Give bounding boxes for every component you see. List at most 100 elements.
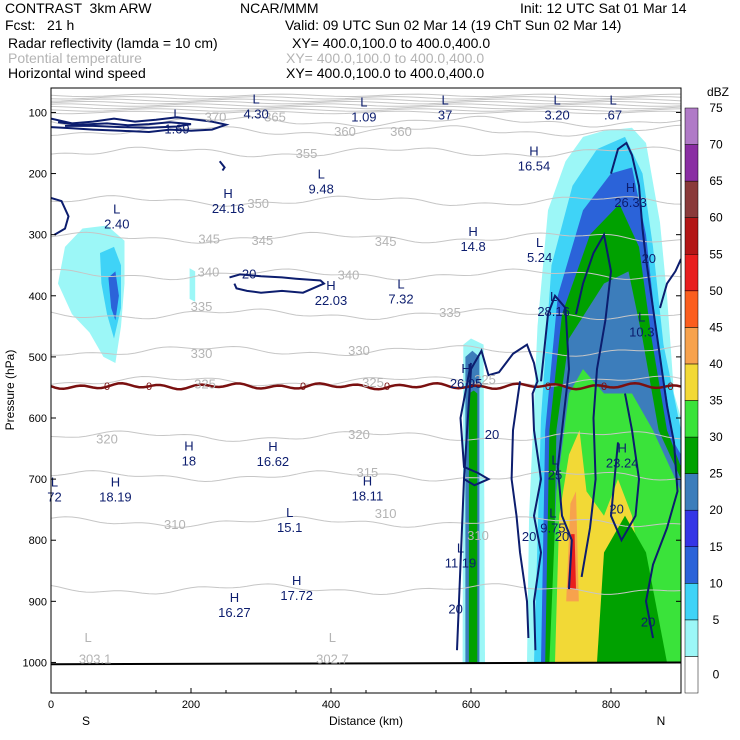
colorbar-level-label: 0 xyxy=(713,668,720,682)
colorbar-swatch xyxy=(684,254,699,292)
wind-contour-label: 20 xyxy=(485,427,499,442)
colorbar-swatch xyxy=(684,473,699,511)
wind-extremum-marker: L xyxy=(549,506,556,521)
colorbar-level-label: 70 xyxy=(709,138,723,152)
theta-contour-330 xyxy=(51,345,681,357)
theta-label: 345 xyxy=(375,234,397,249)
colorbar-level-label: 75 xyxy=(709,101,723,115)
theta-contour-top xyxy=(51,103,681,107)
wind-extremum-marker: L xyxy=(113,201,120,216)
theta-contour-350 xyxy=(51,195,681,207)
colorbar-level-label: 5 xyxy=(713,613,720,627)
forecast-hour: Fcst: 21 h xyxy=(5,17,75,33)
wind-contour-east-e xyxy=(609,393,641,543)
x-axis-label: Distance (km) xyxy=(329,714,403,728)
theta-label: 355 xyxy=(296,146,318,161)
wind-extremum-value: 26.33 xyxy=(614,195,647,210)
theta-contour-top xyxy=(51,96,681,100)
field-reflectivity-xy: XY= 400.0,100.0 to 400.0,400.0 xyxy=(292,35,491,51)
wind-extremum-marker: L xyxy=(318,167,325,182)
y-tick-label: 1000 xyxy=(23,657,47,669)
wind-extremum-marker: H xyxy=(111,475,120,490)
wind-extremum-marker: L xyxy=(51,475,58,490)
wind-extremum-value: 7.32 xyxy=(388,292,413,307)
y-tick-label: 500 xyxy=(29,352,47,364)
field-reflectivity: Radar reflectivity (lamda = 10 cm) xyxy=(8,35,218,51)
colorbar-level-label: 10 xyxy=(709,576,723,590)
wind-extremum-marker: L xyxy=(536,235,543,250)
wind-contours xyxy=(51,116,681,651)
theta-contour-335 xyxy=(51,308,681,321)
wind-extremum-marker: L xyxy=(457,541,464,556)
wind-extremum-marker: H xyxy=(268,439,277,454)
colorbar-level-label: 60 xyxy=(709,211,723,225)
freezing-level-label: 0 xyxy=(300,381,306,393)
wind-extremum-value: 9.48 xyxy=(309,182,334,197)
wind-contour-column-b xyxy=(459,362,491,487)
wind-extremum-value: 15.1 xyxy=(277,520,302,535)
wind-extremum-value: 11.19 xyxy=(445,556,477,571)
colorbar-swatch xyxy=(684,217,699,255)
wind-extremum-value: 10.3 xyxy=(629,325,654,340)
freezing-level-label: 0 xyxy=(601,381,607,393)
freezing-level-label: 0 xyxy=(667,381,673,393)
wind-extremum-marker: L xyxy=(252,91,259,106)
colorbar-swatch xyxy=(684,656,699,694)
colorbar-swatch xyxy=(684,144,699,182)
colorbar-level-label: 65 xyxy=(709,174,723,188)
wind-extremum-marker: H xyxy=(230,590,239,605)
wind-extremum-marker: L xyxy=(397,277,404,292)
freezing-level-line xyxy=(51,381,681,391)
freezing-level-label: 0 xyxy=(384,381,390,393)
wind-extremum-value: 17.72 xyxy=(280,588,313,603)
x-tick-label: 400 xyxy=(322,699,340,711)
wind-contour-label: 20 xyxy=(448,601,462,616)
wind-extremum-marker: H xyxy=(292,573,301,588)
wind-extremum-marker: L xyxy=(441,93,448,108)
wind-extremum-value: 18.11 xyxy=(352,488,384,503)
y-tick-label: 600 xyxy=(29,413,47,425)
wind-extremum-marker: L xyxy=(173,107,180,122)
wind-contour-label: 20 xyxy=(555,529,569,544)
wind-extremum-value: 16.54 xyxy=(518,158,551,173)
wind-extremum-marker: L xyxy=(286,505,293,520)
theta-contour-top xyxy=(51,108,681,112)
theta-contour-top xyxy=(51,105,681,110)
ground-line xyxy=(51,661,681,666)
colorbar-swatch xyxy=(684,107,699,145)
colorbar-unit: dBZ xyxy=(707,85,729,99)
y-tick-label: 200 xyxy=(29,169,47,181)
theta-label: 310 xyxy=(164,517,186,532)
theta-label: 310 xyxy=(467,528,489,543)
colorbar-swatch xyxy=(684,619,699,657)
wind-extremum-value: 18 xyxy=(182,454,196,469)
wind-extremum-value: 37 xyxy=(438,108,452,123)
field-wind: Horizontal wind speed xyxy=(8,65,146,81)
theta-label: 335 xyxy=(191,299,213,314)
wind-extremum-marker: L xyxy=(550,289,557,304)
x-tick-label: 800 xyxy=(602,699,620,711)
wind-contour-east-d xyxy=(610,141,679,639)
wind-extremum-value: 24.16 xyxy=(212,201,245,216)
theta-label: 320 xyxy=(348,427,370,442)
wind-jet-contour-inner xyxy=(57,121,192,129)
theta-contour-315 xyxy=(51,470,681,483)
reflectivity-fill xyxy=(58,127,681,663)
wind-contour-label: 20 xyxy=(642,251,656,266)
colorbar-level-label: 40 xyxy=(709,357,723,371)
x-tick-label: 600 xyxy=(462,699,480,711)
theta-label: L xyxy=(329,630,336,645)
wind-extremum-marker: H xyxy=(223,186,232,201)
wind-extremum-value: 14.8 xyxy=(460,239,485,254)
field-theta: Potential temperature xyxy=(8,50,142,66)
colorbar-swatch xyxy=(684,509,699,547)
theta-label: 325 xyxy=(362,375,384,390)
y-tick-label: 700 xyxy=(29,474,47,486)
reflectivity-column-a-max xyxy=(468,390,478,663)
theta-label: 302.7 xyxy=(316,651,349,666)
theta-label: 310 xyxy=(375,506,397,521)
wind-contour-east-b xyxy=(540,293,573,590)
wind-extremum-value: 23.24 xyxy=(606,455,639,470)
